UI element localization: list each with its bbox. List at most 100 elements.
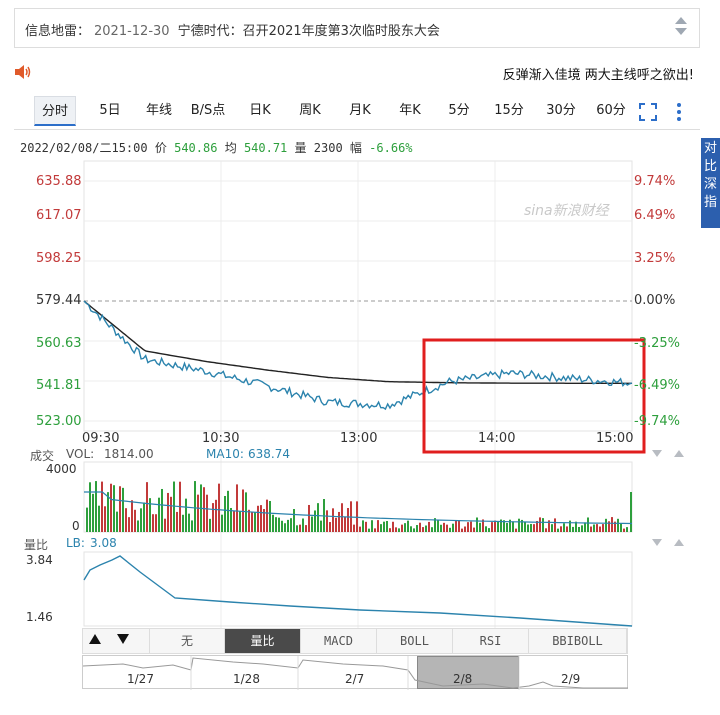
volume-bar xyxy=(185,498,187,532)
nav-day[interactable]: 2/7 xyxy=(345,672,365,686)
indicator-volume-ratio[interactable]: 量比 xyxy=(225,629,301,653)
volume-bar xyxy=(581,525,583,532)
volume-bar xyxy=(149,498,151,532)
volume-bar xyxy=(326,510,328,532)
volume-bar xyxy=(293,509,295,532)
volume-bar xyxy=(533,524,535,532)
volume-bar xyxy=(257,505,259,532)
volume-bar xyxy=(167,492,169,532)
volume-bar xyxy=(281,520,283,532)
tab-bs[interactable]: B/S点 xyxy=(190,103,226,118)
news-date: 2021-12-30 xyxy=(94,24,170,39)
tab-60min[interactable]: 60分 xyxy=(596,103,626,118)
volume-bar xyxy=(173,481,175,532)
volume-bar xyxy=(191,520,193,532)
arrow-up-icon[interactable] xyxy=(89,634,101,644)
volume-bar xyxy=(392,521,394,532)
volume-bar xyxy=(506,523,508,532)
fullscreen-icon[interactable] xyxy=(638,102,658,122)
nav-day[interactable]: 2/9 xyxy=(561,672,581,686)
volume-bar xyxy=(224,495,226,532)
volume-bar xyxy=(557,528,559,532)
status-price-label: 价 xyxy=(154,141,167,155)
volume-ma-label: MA10: xyxy=(206,447,244,461)
ratio-title: 量比 xyxy=(24,538,49,552)
nav-day[interactable]: 2/8 xyxy=(453,672,473,686)
tab-30min[interactable]: 30分 xyxy=(546,103,576,118)
scroll-down-icon[interactable] xyxy=(675,28,687,35)
tab-5min[interactable]: 5分 xyxy=(448,103,470,118)
indicator-macd[interactable]: MACD xyxy=(301,629,377,653)
volume-bar xyxy=(404,523,406,532)
volume-bar xyxy=(602,524,604,532)
volume-bar xyxy=(578,526,580,532)
arrow-down-icon[interactable] xyxy=(117,634,129,644)
navigator-selection[interactable] xyxy=(417,656,519,689)
tab-15min[interactable]: 15分 xyxy=(494,103,524,118)
nav-day[interactable]: 1/28 xyxy=(233,672,260,686)
news-scroll[interactable] xyxy=(673,13,689,43)
volume-bar xyxy=(539,517,541,532)
time-tick: 15:00 xyxy=(596,431,634,446)
volume-bar xyxy=(272,514,274,532)
volume-bar xyxy=(296,525,298,532)
tab-fenshi[interactable]: 分时 xyxy=(34,96,76,126)
tab-5day[interactable]: 5日 xyxy=(99,103,121,118)
volume-bar xyxy=(353,524,355,532)
more-menu-icon[interactable] xyxy=(674,102,684,122)
volume-bar xyxy=(599,526,601,532)
ratio-pane-arrows[interactable] xyxy=(650,536,690,550)
volume-pane-arrows[interactable] xyxy=(650,447,690,461)
volume-bar xyxy=(383,521,385,532)
volume-bar xyxy=(548,520,550,532)
day-navigator[interactable]: 1/27 1/28 2/7 2/8 2/9 xyxy=(82,655,628,690)
volume-bar xyxy=(491,522,493,532)
promo-marquee[interactable]: 反弹渐入佳境 两大主线呼之欲出! xyxy=(502,68,694,83)
volume-axis-zero: 0 xyxy=(72,519,80,533)
indicator-none[interactable]: 无 xyxy=(149,629,225,653)
volume-bar xyxy=(317,503,319,532)
ratio-pane xyxy=(83,551,633,627)
highlight-box xyxy=(422,338,646,454)
ratio-lb-label: LB: xyxy=(66,536,85,550)
volume-bar xyxy=(311,516,313,532)
volume-bar xyxy=(395,527,397,532)
indicator-rsi[interactable]: RSI xyxy=(453,629,529,653)
news-ticker[interactable]: 信息地雷： 2021-12-30 宁德时代：召开2021年度第3次临时股东大会 xyxy=(14,8,700,48)
volume-bar xyxy=(221,514,223,532)
volume-bar xyxy=(401,524,403,532)
volume-bar xyxy=(374,528,376,532)
news-title[interactable]: 宁德时代：召开2021年度第3次临时股东大会 xyxy=(177,24,440,39)
volume-ratio-line xyxy=(83,555,633,627)
volume-bar xyxy=(563,523,565,532)
volume-bar xyxy=(386,521,388,532)
volume-bar xyxy=(464,526,466,532)
ratio-axis-bottom: 1.46 xyxy=(26,610,53,624)
volume-bar xyxy=(356,501,358,532)
indicator-bbiboll[interactable]: BBIBOLL xyxy=(529,629,627,653)
volume-bar xyxy=(575,521,577,532)
volume-bar xyxy=(359,526,361,532)
price-tick: 598.25 xyxy=(36,251,82,266)
tab-yearly-k[interactable]: 年K xyxy=(399,103,421,118)
volume-bar xyxy=(623,528,625,532)
volume-bar xyxy=(164,518,166,532)
volume-bar xyxy=(485,526,487,532)
tab-weekly-k[interactable]: 周K xyxy=(299,103,321,118)
tab-yearline[interactable]: 年线 xyxy=(145,103,172,118)
indicator-boll[interactable]: BOLL xyxy=(377,629,453,653)
news-text[interactable]: 信息地雷： 2021-12-30 宁德时代：召开2021年度第3次临时股东大会 xyxy=(25,20,440,39)
time-tick: 10:30 xyxy=(202,431,240,446)
scroll-up-icon[interactable] xyxy=(675,17,687,24)
volume-bar xyxy=(146,482,148,532)
tab-monthly-k[interactable]: 月K xyxy=(349,103,371,118)
volume-bar xyxy=(473,527,475,532)
tab-daily-k[interactable]: 日K xyxy=(249,103,271,118)
volume-bar xyxy=(98,505,100,532)
volume-bar xyxy=(227,490,229,532)
compare-index-button[interactable]: 对比深指 xyxy=(701,138,720,228)
nav-day[interactable]: 1/27 xyxy=(127,672,154,686)
volume-bar xyxy=(593,524,595,532)
speaker-icon[interactable] xyxy=(14,64,34,80)
